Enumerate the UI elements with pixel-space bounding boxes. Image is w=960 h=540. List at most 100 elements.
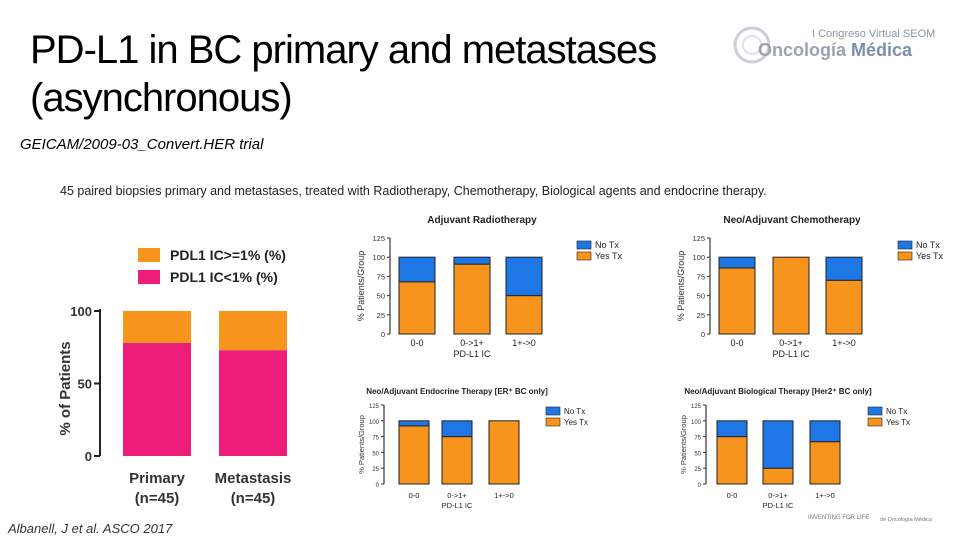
y-tick-label: 125 <box>369 404 380 410</box>
x-tick-label: 0-0 <box>409 491 420 500</box>
chart-neoadjuvant-endocrine: Neo/Adjuvant Endocrine Therapy [ER⁺ BC o… <box>357 387 588 510</box>
study-description: 45 paired biopsies primary and metastase… <box>60 184 767 198</box>
y-tick-label: 0 <box>376 483 380 489</box>
bar-segment <box>123 342 191 456</box>
x-tick-label: 1+->0 <box>512 338 536 348</box>
bar-segment <box>505 295 543 335</box>
x-tick-label: 1+->0 <box>494 491 514 500</box>
bar-segment <box>718 256 756 269</box>
citation: Albanell, J et al. ASCO 2017 <box>8 521 173 536</box>
y-tick-label: 100 <box>369 420 380 426</box>
bar-segment <box>825 256 863 281</box>
bar-segment <box>825 279 863 335</box>
logo-congress-text: I Congreso Virtual SEOM <box>812 28 936 40</box>
y-tick-label: 100 <box>372 253 385 262</box>
legend-swatch <box>576 240 592 250</box>
x-tick-label: 1+->0 <box>815 491 835 500</box>
bar-segment <box>505 256 543 297</box>
bar-segment <box>398 281 436 335</box>
x-tick-label: 0->1+ <box>447 491 467 500</box>
chart-title: Neo/Adjuvant Endocrine Therapy [ER⁺ BC o… <box>366 387 548 396</box>
legend-swatch <box>867 406 883 416</box>
chart-title: Adjuvant Radiotherapy <box>427 215 537 226</box>
trial-subtitle: GEICAM/2009-03_Convert.HER trial <box>20 136 264 153</box>
y-axis-label: % Patients/Group <box>357 415 366 474</box>
logo-circle-icon <box>733 26 770 64</box>
bar-segment <box>718 267 756 335</box>
bar-segment <box>809 420 841 443</box>
legend-label: Yes Tx <box>886 418 910 427</box>
legend-swatch <box>897 251 913 261</box>
x-tick-label: Primary <box>129 470 186 487</box>
x-axis-label: PD-L1 IC <box>763 501 794 510</box>
y-tick-label: 75 <box>372 436 379 442</box>
legend-label: No Tx <box>886 407 907 416</box>
y-tick-label: 0 <box>85 449 92 464</box>
legend-swatch <box>138 248 160 262</box>
chart-neoadjuvant-biological: Neo/Adjuvant Biological Therapy [Her2⁺ B… <box>679 387 910 510</box>
y-tick-label: 75 <box>694 436 701 442</box>
legend-label: No Tx <box>564 407 585 416</box>
y-axis-label: % of Patients <box>57 341 74 435</box>
bar-segment <box>453 256 491 265</box>
bar-segment <box>488 420 520 485</box>
x-tick-label: (n=45) <box>231 490 276 507</box>
bar-segment <box>762 467 794 485</box>
y-tick-label: 75 <box>697 272 705 281</box>
congress-logo: I Congreso Virtual SEOM Oncología Médica <box>730 20 945 70</box>
y-tick-label: 0 <box>698 483 702 489</box>
bar-segment <box>809 441 841 485</box>
chart-title: Neo/Adjuvant Chemotherapy <box>723 215 861 226</box>
legend-label: PDL1 IC<1% (%) <box>170 269 278 285</box>
legend-swatch <box>545 417 561 427</box>
y-tick-label: 125 <box>692 234 705 243</box>
x-tick-label: 0->1+ <box>768 491 788 500</box>
x-tick-label: 0-0 <box>727 491 738 500</box>
legend-swatch <box>897 240 913 250</box>
y-tick-label: 75 <box>377 272 385 281</box>
legend-label: Yes Tx <box>916 251 944 261</box>
y-tick-label: 0 <box>701 330 705 339</box>
chart-title: Neo/Adjuvant Biological Therapy [Her2⁺ B… <box>684 387 872 396</box>
x-tick-label: (n=45) <box>135 490 180 507</box>
legend-swatch <box>576 251 592 261</box>
logo-main-a: Oncología <box>758 40 847 60</box>
y-tick-label: 100 <box>691 420 702 426</box>
y-tick-label: 50 <box>694 451 701 457</box>
y-tick-label: 100 <box>692 253 705 262</box>
y-tick-label: 125 <box>372 234 385 243</box>
y-tick-label: 50 <box>697 292 705 301</box>
y-tick-label: 100 <box>70 304 92 319</box>
y-tick-label: 25 <box>372 467 379 473</box>
x-tick-label: 0->1+ <box>460 338 484 348</box>
x-axis-label: PD-L1 IC <box>442 501 473 510</box>
bar-segment <box>762 420 794 469</box>
y-tick-label: 0 <box>381 330 385 339</box>
y-tick-label: 125 <box>691 404 702 410</box>
y-tick-label: 50 <box>377 292 385 301</box>
footer-inventing-logo: INVENTING FOR LIFE <box>808 515 870 521</box>
y-tick-label: 25 <box>377 311 385 320</box>
legend-label: No Tx <box>916 240 940 250</box>
chart-primary-vs-metastasis: PDL1 IC>=1% (%) PDL1 IC<1% (%) 0 50 100 % of … <box>57 247 291 507</box>
logo-main-text: Oncología Médica <box>758 40 912 61</box>
bar-segment <box>453 263 491 335</box>
legend-label: Yes Tx <box>595 251 623 261</box>
x-axis-label: PD-L1 IC <box>772 349 810 359</box>
x-axis-label: PD-L1 IC <box>453 349 491 359</box>
bar-segment <box>716 436 748 485</box>
legend-label: Yes Tx <box>564 418 588 427</box>
chart-neoadjuvant-chemotherapy: Neo/Adjuvant Chemotherapy 0 25 50 75 100 125 % … <box>676 215 944 359</box>
x-tick-label: 1+->0 <box>832 338 856 348</box>
x-tick-label: 0->1+ <box>779 338 803 348</box>
y-axis-label: % Patients/Group <box>676 251 686 322</box>
logo-main-b: Médica <box>851 40 913 60</box>
legend-swatch <box>867 417 883 427</box>
y-tick-label: 25 <box>697 311 705 320</box>
bar-segment <box>441 436 473 485</box>
legend-label: PDL1 IC>=1% (%) <box>170 247 286 263</box>
legend-swatch <box>138 270 160 284</box>
footer-seom-text: de Oncología Médica <box>880 517 932 523</box>
bar-segment <box>219 311 287 351</box>
y-tick-label: 50 <box>372 451 379 457</box>
